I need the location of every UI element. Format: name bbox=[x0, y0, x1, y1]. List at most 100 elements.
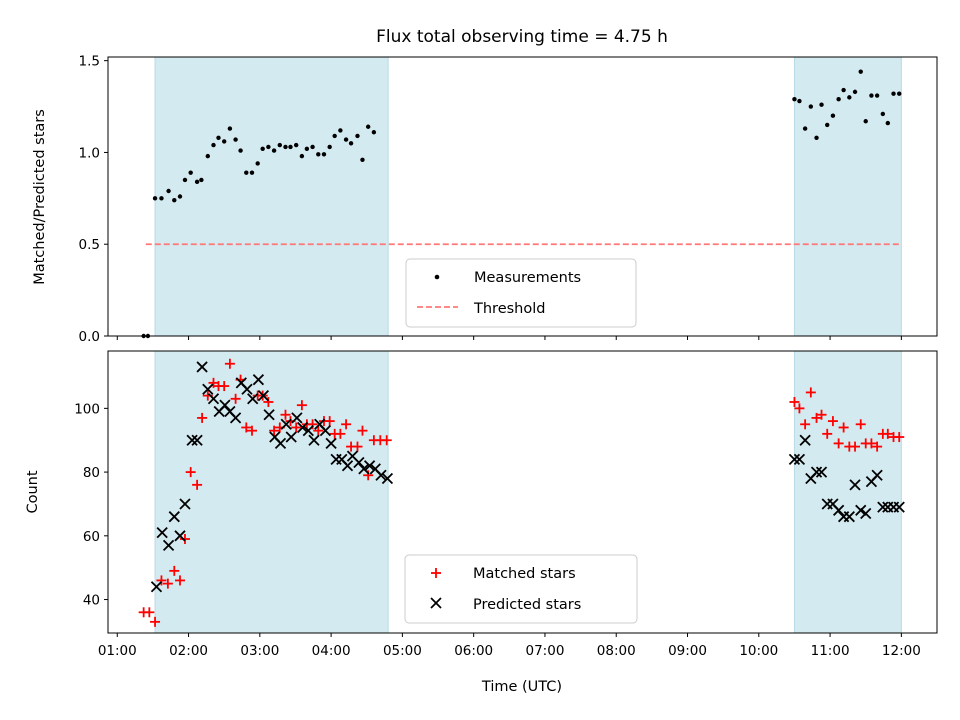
x-axis-label: Time (UTC) bbox=[481, 679, 562, 695]
x-tick-label: 04:00 bbox=[312, 643, 351, 659]
predicted-star-point bbox=[302, 425, 314, 437]
predicted-star-point bbox=[247, 393, 259, 405]
predicted-star-point bbox=[162, 539, 175, 552]
measurement-points bbox=[141, 69, 902, 339]
measurement-point bbox=[797, 98, 802, 104]
matched-star-point bbox=[872, 441, 883, 452]
measurement-point bbox=[244, 170, 249, 175]
y-tick-label: 40 bbox=[83, 593, 100, 609]
bottom-shaded-intervals bbox=[154, 350, 902, 634]
measurement-point bbox=[343, 137, 349, 142]
matched-star-point bbox=[280, 409, 291, 420]
measurement-point bbox=[814, 135, 819, 140]
predicted-star-point bbox=[280, 418, 292, 430]
predicted-star-point bbox=[375, 469, 387, 481]
y-tick-label: 60 bbox=[83, 529, 100, 545]
measurement-point bbox=[216, 135, 221, 140]
predicted-star-point bbox=[308, 434, 320, 446]
predicted-star-point bbox=[815, 466, 828, 478]
predicted-star-point bbox=[849, 479, 861, 491]
matched-star-point bbox=[324, 416, 335, 427]
legend-label-threshold: Threshold bbox=[473, 301, 545, 317]
matched-star-point bbox=[789, 396, 800, 407]
predicted-star-point bbox=[191, 434, 203, 446]
matched-star-point bbox=[335, 428, 346, 439]
measurement-point bbox=[836, 97, 841, 102]
measurement-point bbox=[182, 177, 188, 183]
matched-star-point bbox=[805, 387, 816, 398]
bottom-x-ticks: 01:00 02:00 03:00 04:00 05:00 06:00 07:00 08:00… bbox=[98, 633, 921, 659]
top-panel: 0.0 0.5 1.0 1.5 Matched/Predicted stars Mea… bbox=[32, 54, 938, 345]
measurement-point bbox=[233, 137, 238, 142]
predicted-star-point bbox=[325, 437, 337, 450]
measurement-point bbox=[332, 133, 337, 139]
measurement-point bbox=[166, 188, 171, 194]
x-tick-label: 08:00 bbox=[597, 643, 636, 659]
matched-star-point bbox=[246, 425, 257, 436]
matched-star-point bbox=[219, 381, 230, 392]
measurement-point bbox=[863, 119, 868, 124]
matched-star-point bbox=[352, 441, 363, 452]
x-tick-label: 12:00 bbox=[882, 643, 921, 659]
y-tick-label: 0.0 bbox=[79, 329, 100, 345]
measurement-point bbox=[283, 144, 288, 150]
measurement-point bbox=[288, 144, 293, 150]
measurement-point bbox=[885, 120, 891, 126]
measurement-point bbox=[891, 91, 896, 96]
predicted-star-point bbox=[893, 501, 905, 513]
x-tick-label: 06:00 bbox=[454, 643, 493, 659]
predicted-star-point bbox=[341, 460, 354, 472]
matched-star-point bbox=[162, 578, 173, 589]
predicted-star-point bbox=[832, 504, 845, 516]
matched-star-point bbox=[156, 575, 167, 586]
top-shaded-intervals bbox=[154, 56, 902, 337]
top-plot-frame bbox=[107, 56, 938, 337]
measurement-point bbox=[293, 142, 299, 148]
predicted-star-point bbox=[179, 498, 191, 510]
matched-star-point bbox=[174, 575, 185, 586]
y-tick-label: 80 bbox=[83, 465, 100, 481]
predicted-star-point bbox=[241, 383, 253, 395]
x-tick-label: 10:00 bbox=[739, 643, 778, 659]
legend-marker-predicted-stars bbox=[430, 597, 442, 609]
x-tick-label: 07:00 bbox=[526, 643, 565, 659]
measurement-point bbox=[802, 126, 808, 131]
bottom-legend-box bbox=[404, 554, 638, 624]
shaded-interval bbox=[793, 350, 902, 634]
measurement-point bbox=[321, 152, 327, 157]
measurement-point bbox=[271, 148, 277, 153]
measurement-point bbox=[159, 196, 164, 201]
matched-star-point bbox=[169, 565, 180, 576]
predicted-star-point bbox=[810, 466, 823, 478]
top-y-axis-label: Matched/Predicted stars bbox=[32, 109, 48, 285]
measurement-point bbox=[152, 196, 158, 201]
top-legend-box bbox=[405, 258, 637, 328]
measurement-point bbox=[316, 152, 321, 157]
matched-star-point bbox=[150, 616, 161, 627]
y-tick-label: 1.5 bbox=[79, 54, 100, 70]
matched-star-point bbox=[179, 534, 190, 544]
measurement-point bbox=[847, 95, 852, 100]
predicted-star-point bbox=[207, 393, 220, 405]
bottom-y-ticks: 40 60 80 100 bbox=[74, 401, 108, 609]
matched-star-point bbox=[197, 412, 208, 423]
matched-star-point bbox=[357, 425, 368, 436]
matched-stars-points bbox=[138, 358, 905, 627]
measurement-point bbox=[249, 170, 255, 175]
bottom-plot-frame bbox=[107, 350, 938, 634]
predicted-star-point bbox=[877, 501, 889, 513]
measurement-point bbox=[897, 91, 902, 96]
matched-star-point bbox=[855, 419, 866, 430]
matched-star-point bbox=[192, 479, 203, 490]
predicted-star-point bbox=[381, 472, 394, 485]
measurement-point bbox=[299, 153, 305, 159]
x-tick-label: 03:00 bbox=[240, 643, 279, 659]
predicted-star-point bbox=[196, 361, 208, 373]
matched-star-point bbox=[296, 400, 307, 411]
bottom-panel: 40 60 80 100 01:00 02:00 03:00 04:00 05:00 06:00… bbox=[25, 350, 938, 695]
matched-star-point bbox=[882, 428, 893, 439]
bottom-legend: Matched stars Predicted stars bbox=[404, 554, 638, 624]
matched-star-point bbox=[894, 432, 905, 443]
predicted-star-point bbox=[156, 526, 168, 539]
matched-star-point bbox=[144, 607, 155, 618]
